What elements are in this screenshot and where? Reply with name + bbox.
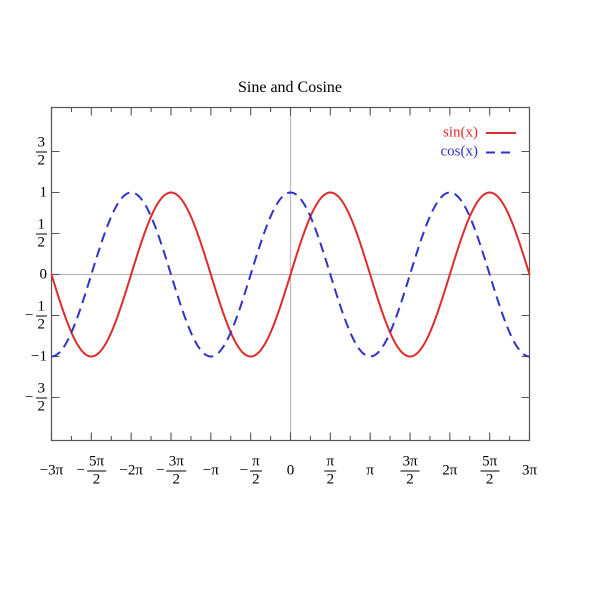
tick-text: −2π: [119, 462, 143, 479]
fraction-denominator: 2: [250, 470, 262, 489]
x-tick-label-2: −2π: [119, 463, 143, 480]
fraction: 3π 2: [400, 453, 420, 489]
x-tick-label-4: −π: [203, 463, 219, 480]
cosine-curve: [51, 191, 530, 358]
fraction: 5π 2: [480, 453, 500, 489]
fraction-numerator: 3: [37, 380, 46, 396]
fraction-numerator: 5π: [89, 453, 105, 470]
y-tick-label-5: −1: [31, 348, 47, 365]
tick-text: 2π: [442, 462, 458, 479]
x-tick-label-1: −5π 2: [77, 454, 107, 489]
x-tick-label-10: 2π: [442, 463, 457, 480]
fraction-numerator: π: [326, 453, 335, 470]
fraction-numerator: 5π: [482, 453, 498, 470]
fraction-numerator: 1: [37, 298, 46, 314]
x-tick-label-8: π: [366, 463, 374, 480]
fraction-numerator: 3: [37, 134, 46, 150]
y-tick-label-3: 0: [40, 266, 48, 283]
y-tick-label-4: −1 2: [25, 298, 47, 333]
x-tick-label-5: − π 2: [240, 454, 262, 489]
y-tick-label-6: −3 2: [25, 380, 47, 415]
tick-text: 3π: [521, 462, 538, 479]
x-tick-label-6: 0: [287, 463, 295, 480]
tick-text: 0: [39, 266, 48, 282]
fraction-numerator: π: [252, 453, 260, 470]
x-tick-label-12: 3π: [522, 463, 537, 480]
x-tick-label-11: 5π 2: [480, 453, 500, 489]
fraction-denominator: 2: [35, 315, 47, 332]
fraction-denominator: 2: [35, 233, 47, 250]
x-tick-label-0: −3π: [40, 463, 64, 480]
y-tick-label-1: 1: [40, 184, 48, 201]
tick-text: 1: [39, 184, 48, 200]
fraction-denominator: 2: [87, 470, 107, 489]
fraction-numerator: 3π: [168, 453, 184, 470]
fraction-denominator: 2: [324, 470, 337, 489]
tick-text: −1: [31, 348, 47, 364]
minus-sign: −: [76, 462, 86, 479]
fraction-denominator: 2: [400, 470, 420, 489]
legend-item-cos: cos(x): [441, 144, 479, 161]
legend-label-sin: sin(x): [443, 124, 478, 141]
tick-text: π: [366, 462, 374, 479]
legend-label-cos: cos(x): [440, 143, 479, 160]
fraction-denominator: 2: [166, 470, 186, 489]
minus-sign: −: [239, 462, 249, 479]
fraction: 3π 2: [166, 453, 186, 489]
chart-title: Sine and Cosine: [238, 79, 342, 96]
tick-text: 0: [286, 462, 295, 479]
legend-item-sin: sin(x): [443, 125, 478, 142]
fraction-denominator: 2: [35, 397, 47, 414]
x-tick-label-9: 3π 2: [400, 453, 420, 489]
minus-sign: −: [25, 389, 34, 405]
tick-text: −π: [202, 462, 219, 479]
fraction-numerator: 3π: [402, 453, 418, 470]
x-axis-ticks: [50, 107, 531, 441]
fraction-denominator: 2: [480, 470, 500, 489]
sine-curve: [50, 191, 531, 358]
tick-text: −3π: [39, 462, 64, 479]
fraction-denominator: 2: [35, 151, 47, 168]
fraction-numerator: 1: [37, 216, 46, 232]
x-tick-label-3: −3π 2: [156, 454, 186, 489]
fraction: 5π 2: [87, 453, 107, 489]
minus-sign: −: [156, 462, 165, 479]
minus-sign: −: [25, 307, 34, 323]
